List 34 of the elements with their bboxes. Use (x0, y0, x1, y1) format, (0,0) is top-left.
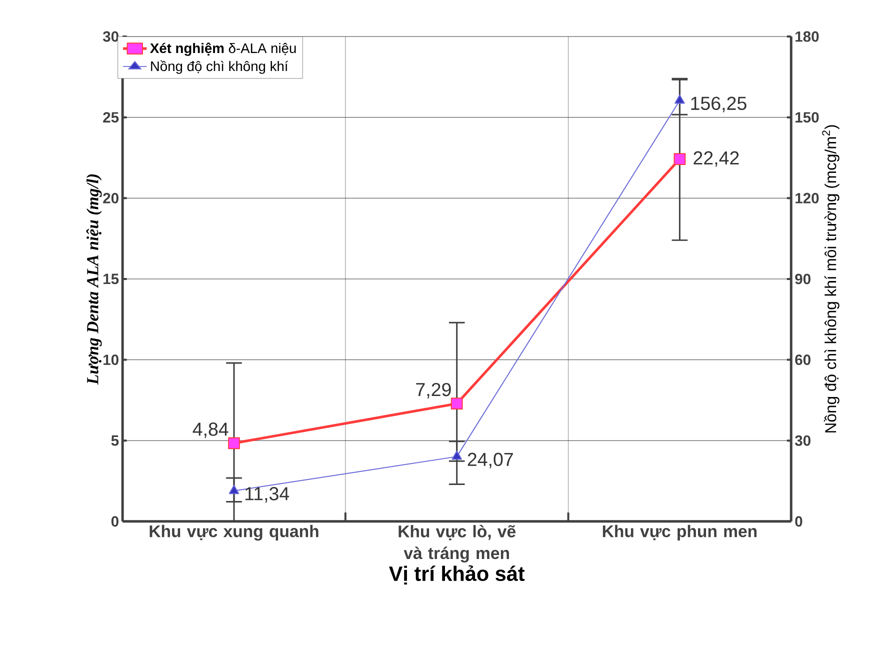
y2-tick-label: 90 (795, 274, 810, 284)
y2-tick-label: 30 (794, 436, 810, 446)
data-label: 22,42 (694, 151, 739, 167)
data-label: 4,84 (192, 422, 228, 438)
y-tick-label: 25 (103, 112, 119, 123)
legend-label: Xét nghiệm δ-ALA niệu (150, 42, 296, 56)
y-tick-label: 5 (111, 436, 119, 446)
y-tick-label: 30 (102, 31, 118, 42)
y2-axis-title: Nồng độ chì không khí môi trường (mcg/m$^{2}$) (822, 125, 840, 433)
x-tick-label: Khu vực phun men (602, 525, 757, 541)
y2-tick-label: 180 (796, 31, 819, 42)
x-tick-label: Khu vực xung quanh (150, 525, 318, 541)
point (674, 153, 686, 166)
x-tick-label: Khu vực lò, vẽ và tráng men (398, 525, 516, 563)
point (452, 450, 462, 460)
y-tick-label: 10 (104, 354, 118, 366)
y2-tick-label: 0 (795, 516, 802, 527)
legend-label: Nồng độ chì không khí (151, 60, 288, 74)
point (228, 485, 240, 494)
point (450, 398, 463, 410)
y2-tick-label: 120 (796, 193, 819, 204)
y-tick-label: 15 (104, 274, 119, 284)
y-tick-label: 20 (103, 193, 118, 204)
y2-tick-label: 150 (796, 112, 819, 123)
point (228, 437, 240, 450)
x-axis-title: Vị trí khảo sát (388, 566, 525, 585)
y2-tick-label: 60 (795, 354, 810, 366)
point (674, 94, 685, 104)
data-label: 7,29 (416, 383, 451, 399)
data-label: 11,34 (245, 487, 290, 503)
data-label: 24,07 (468, 452, 513, 468)
y-axis-title: Lượng Denta ALA niệu (mg/l) (86, 174, 102, 385)
data-label: 156,25 (691, 96, 746, 112)
y-tick-label: 0 (111, 516, 118, 527)
